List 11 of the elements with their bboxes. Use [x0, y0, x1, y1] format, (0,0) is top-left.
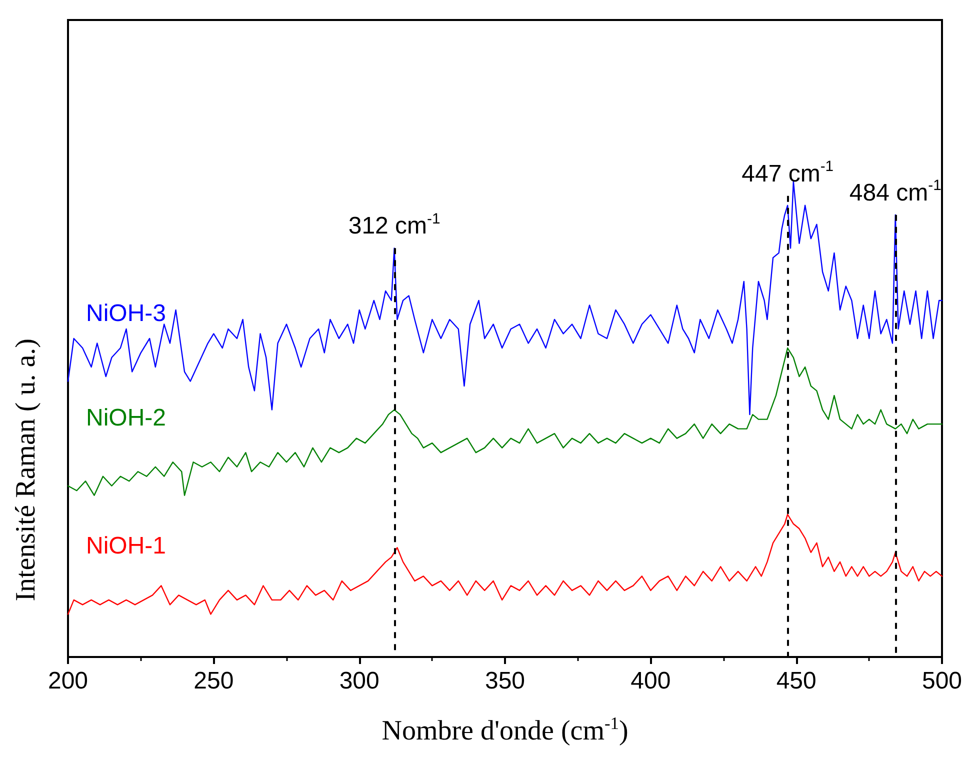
x-tick-label: 450 [776, 668, 816, 694]
x-tick-label: 400 [630, 668, 671, 694]
x-tick-label: 250 [194, 668, 234, 694]
y-axis-title: Intensité Raman ( u. a.) [10, 338, 42, 602]
series-label: NiOH-3 [86, 300, 166, 327]
x-tick-label: 300 [339, 668, 380, 694]
series-label: NiOH-2 [86, 404, 166, 432]
series-label: NiOH-1 [86, 532, 166, 560]
x-tick-label: 350 [484, 668, 526, 694]
x-tick-label: 200 [48, 668, 88, 694]
x-tick-label: 500 [922, 668, 962, 694]
